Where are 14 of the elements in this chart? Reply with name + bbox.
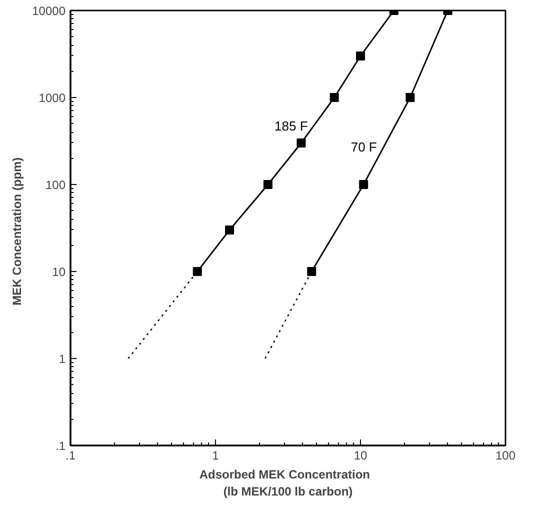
series-label: 70 F <box>350 140 377 154</box>
series-label: 185 F <box>274 118 308 134</box>
x-tick-label: 10 <box>354 448 368 462</box>
y-tick-label: 1000 <box>38 91 66 105</box>
x-tick-label: .1 <box>65 448 76 462</box>
x-tick-label: 1 <box>212 448 220 462</box>
y-tick-label: 1 <box>58 352 66 366</box>
x-tick-label: 100 <box>495 448 516 462</box>
x-axis-title: Adsorbed MEK Concentration (lb MEK/100 lb carbon) <box>199 468 370 498</box>
y-tick-label: 10000 <box>32 4 66 18</box>
y-tick-label: .1 <box>55 439 66 453</box>
y-axis-title: MEK Concentration (ppm) <box>10 157 24 306</box>
y-tick-label: 100 <box>45 178 66 192</box>
y-tick-label: 10 <box>52 265 66 279</box>
